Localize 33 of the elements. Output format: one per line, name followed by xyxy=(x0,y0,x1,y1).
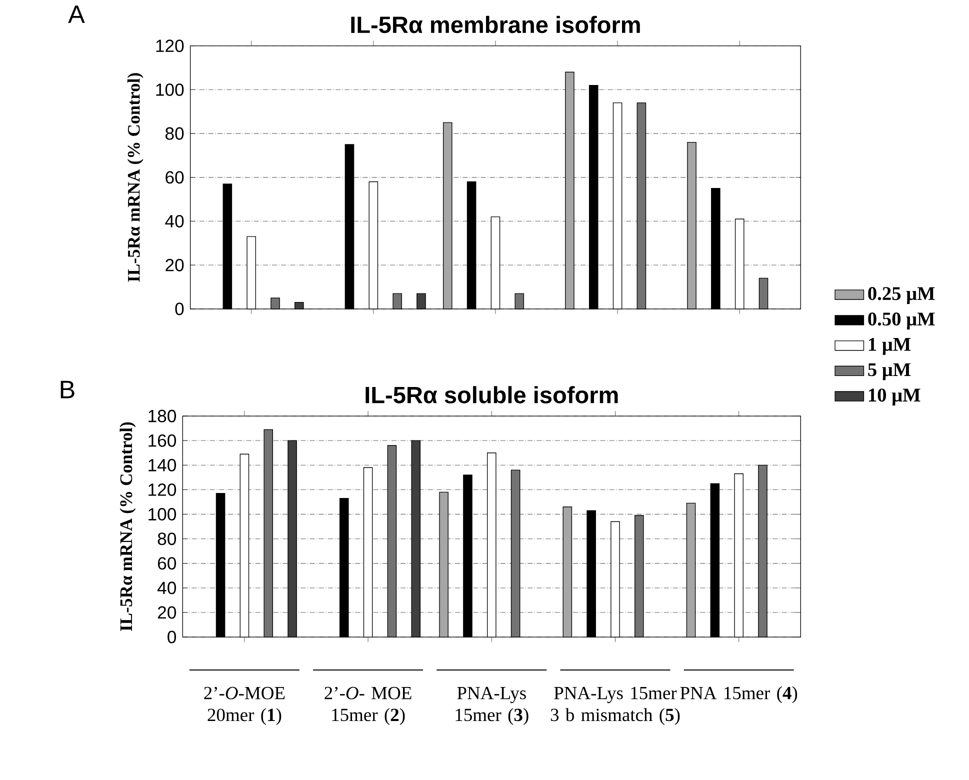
y-tick-label: 20 xyxy=(158,606,176,619)
y-tick-label: 40 xyxy=(165,215,184,228)
x-tick-label: 2’-O- MOE 15mer (2) xyxy=(324,687,412,726)
chart-title: IL-5Rα membrane isoform xyxy=(351,16,640,34)
legend-label: 10 μM xyxy=(868,388,920,406)
y-tick-label: 100 xyxy=(156,84,184,96)
x-tick-label: PNA-Lys 15mer 3 b mismatch (5) xyxy=(550,687,680,726)
y-tick-label: 40 xyxy=(157,582,176,594)
y-tick-label: 60 xyxy=(166,171,184,184)
legend-label: 0.25 μM xyxy=(868,287,935,304)
x-tick-label: 2’-O-MOE 20mer (1) xyxy=(204,687,285,726)
y-tick-label: 120 xyxy=(156,40,184,52)
y-tick-label: 100 xyxy=(148,508,176,521)
y-tick-label: 0 xyxy=(175,302,184,316)
y-tick-label: 20 xyxy=(166,259,184,272)
y-tick-label: 80 xyxy=(166,128,184,140)
y-tick-label: 180 xyxy=(148,410,176,423)
y-tick-label: 160 xyxy=(148,434,176,448)
legend-label: 0.50 μM xyxy=(868,312,935,330)
legend-label: 1 μM xyxy=(868,338,911,356)
y-tick-label: 0 xyxy=(168,631,176,644)
y-tick-label: 120 xyxy=(148,484,176,496)
y-axis-title: IL-5Rα mRNA (% Control) xyxy=(120,422,136,632)
chart-title: IL-5Rα soluble isoform xyxy=(366,386,618,404)
y-tick-label: 60 xyxy=(158,557,176,570)
y-axis-title: IL-5Rα mRNA (% Control) xyxy=(127,73,144,282)
x-tick-label: PNA 15mer (4) xyxy=(680,686,798,704)
text: B xyxy=(60,381,74,398)
y-tick-label: 140 xyxy=(148,459,176,472)
x-tick-label: PNA-Lys 15mer (3) xyxy=(456,687,528,726)
legend-label: 5 μM xyxy=(868,364,911,380)
text: A xyxy=(68,6,85,24)
y-tick-label: 80 xyxy=(158,532,176,546)
